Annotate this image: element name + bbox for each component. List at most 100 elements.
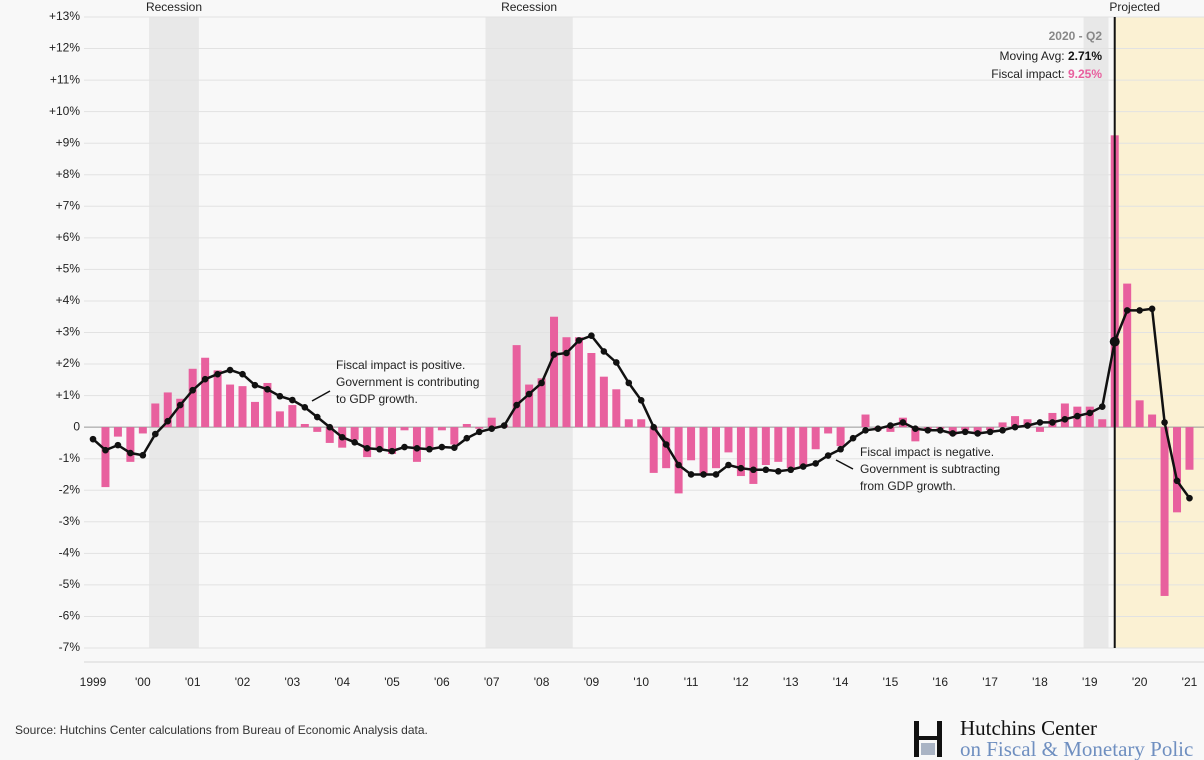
line-point <box>376 445 383 453</box>
line-point <box>725 461 732 469</box>
line-point <box>338 433 346 441</box>
logo: Hutchins Center on Fiscal & Monetary Pol… <box>914 716 1193 760</box>
x-tick-label: '21 <box>1182 675 1198 689</box>
x-tick-label: '01 <box>185 675 201 689</box>
bar <box>375 427 384 450</box>
line-point <box>513 401 520 409</box>
logo-icon <box>937 721 942 757</box>
x-tick-label: '16 <box>932 675 948 689</box>
bar <box>562 337 571 428</box>
line-point <box>775 468 782 475</box>
line-point <box>239 370 246 378</box>
line-point <box>874 425 882 433</box>
line-point <box>986 428 994 436</box>
line-point <box>1098 403 1106 410</box>
bar <box>1173 427 1182 513</box>
line-point <box>712 471 720 478</box>
bar <box>475 427 484 429</box>
grid-layer <box>84 16 1204 663</box>
line-point <box>637 397 645 404</box>
x-tick-label: '19 <box>1082 675 1098 689</box>
line-point <box>575 337 583 344</box>
bar <box>263 382 272 428</box>
line-point <box>301 403 309 411</box>
bar <box>126 427 135 462</box>
bar <box>101 427 110 488</box>
bar <box>699 427 708 475</box>
line-point <box>475 428 483 436</box>
y-tick-label: +6% <box>56 230 81 244</box>
bar <box>450 427 459 445</box>
bar <box>388 427 397 454</box>
line-point <box>139 451 147 459</box>
y-tick-label: +11% <box>50 72 80 86</box>
line-point <box>613 359 620 366</box>
line-point <box>1161 419 1168 426</box>
bar <box>886 427 895 432</box>
line-point <box>1136 307 1143 314</box>
bar <box>300 423 309 428</box>
bar <box>761 427 770 466</box>
line-point <box>1061 415 1069 423</box>
bar <box>811 427 820 450</box>
bar <box>412 427 421 462</box>
line-point <box>650 423 657 431</box>
annotation-pointer <box>835 459 854 470</box>
line-point <box>563 349 570 357</box>
x-tick-label: '18 <box>1032 675 1048 689</box>
x-tick-label: 1999 <box>80 675 107 689</box>
bar <box>1148 414 1157 428</box>
bar <box>1135 400 1144 428</box>
line-point <box>401 443 408 451</box>
y-tick-label: +7% <box>56 198 81 212</box>
bar <box>824 427 833 434</box>
x-tick-label: '06 <box>434 675 450 689</box>
bar <box>213 370 222 428</box>
line-point <box>438 443 446 451</box>
bar <box>462 423 471 428</box>
line-point <box>999 427 1006 434</box>
logo-icon <box>919 736 937 740</box>
line-point <box>787 466 795 474</box>
line-point <box>949 430 957 437</box>
bar <box>1160 427 1169 596</box>
bar <box>687 427 696 461</box>
bar <box>226 384 235 428</box>
line-point <box>824 452 832 459</box>
y-tick-label: +4% <box>56 293 81 307</box>
y-tick-label: +10% <box>49 104 80 118</box>
line-point <box>226 366 234 374</box>
y-tick-label: +8% <box>56 167 81 181</box>
line-point <box>388 447 396 455</box>
line-point <box>451 444 458 451</box>
line-point <box>799 463 807 470</box>
line-point <box>152 430 159 438</box>
bar <box>1085 406 1094 428</box>
line-point <box>114 441 122 449</box>
y-tick-label: +2% <box>56 356 81 370</box>
bar <box>637 419 646 428</box>
bar <box>649 427 658 473</box>
line-point <box>326 423 334 431</box>
bar <box>437 427 446 431</box>
bar <box>574 337 583 428</box>
front-layer: +13% +12% +11% +10% +9% +8% +7% +6% +5% +4% +3% +2%… <box>49 9 1198 689</box>
y-tick-label: +13% <box>49 9 80 23</box>
recession-label: Recession <box>501 0 557 14</box>
line-point <box>849 434 857 442</box>
bar <box>1098 419 1107 428</box>
line-point <box>276 392 284 400</box>
line-point <box>264 385 271 393</box>
y-tick-label: -3% <box>59 514 81 528</box>
line-point <box>1036 419 1044 426</box>
bar <box>400 427 409 431</box>
tooltip-title: 2020 - Q2 <box>1049 29 1103 43</box>
x-tick-label: '10 <box>633 675 649 689</box>
x-tick-label: '12 <box>733 675 749 689</box>
x-tick-label: '07 <box>484 675 500 689</box>
line-point <box>500 422 508 429</box>
y-tick-label: -7% <box>59 640 81 654</box>
line-point <box>625 379 633 387</box>
bar <box>612 389 621 428</box>
y-tick-label: 0 <box>73 419 80 433</box>
